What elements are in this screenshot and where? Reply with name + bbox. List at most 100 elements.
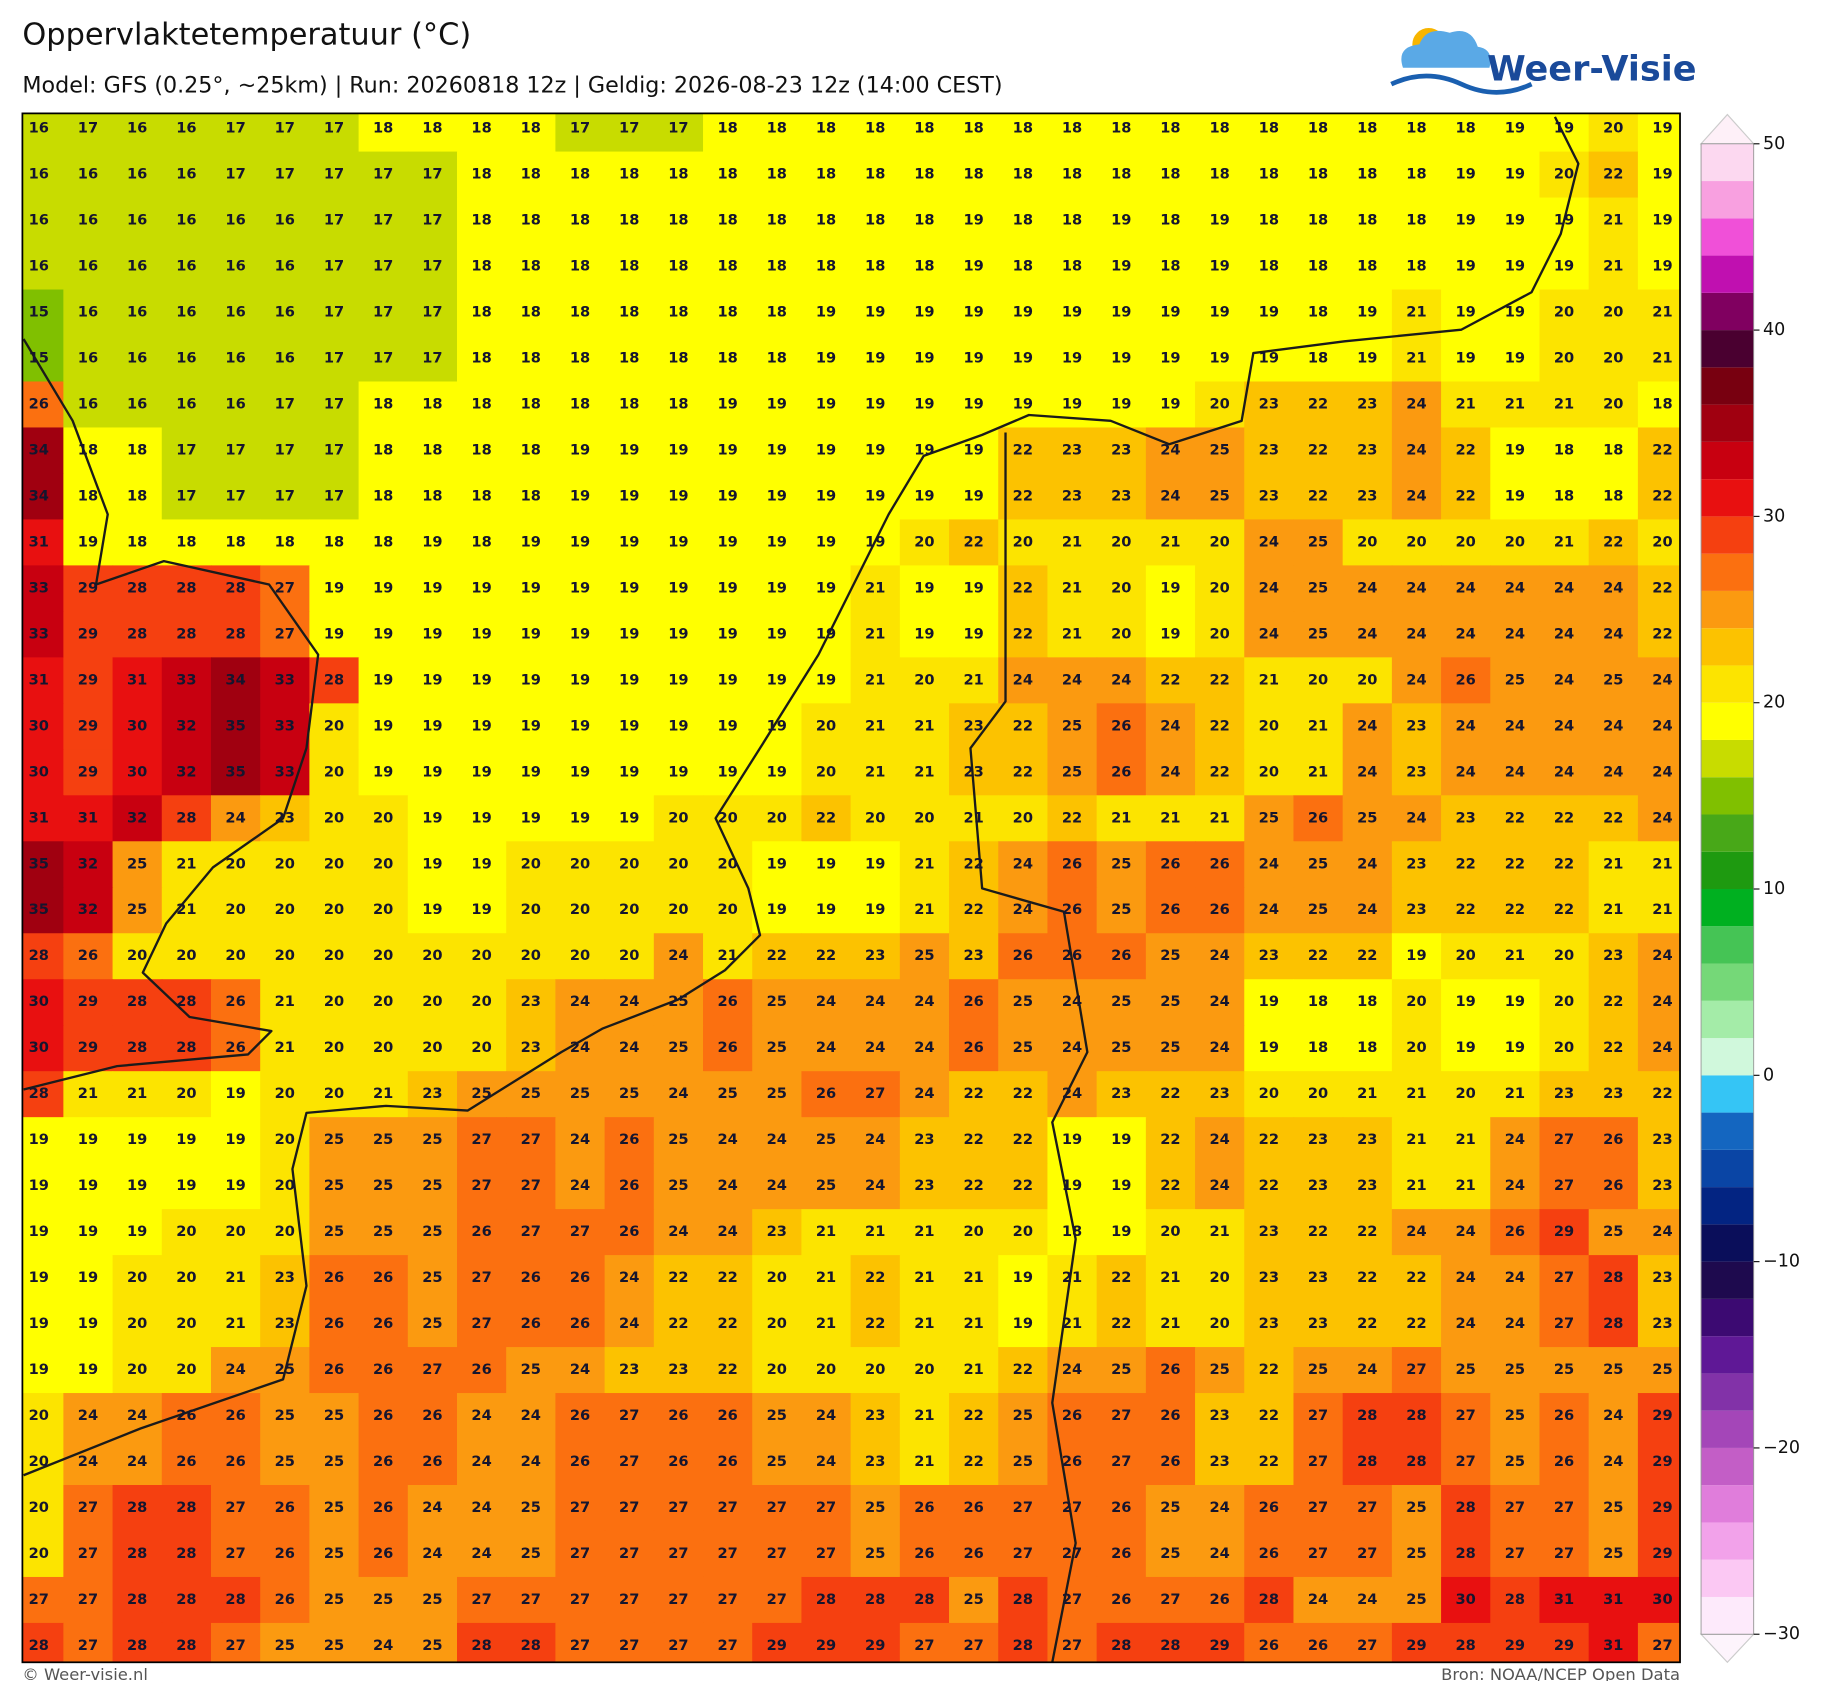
temp-label: 25 — [1308, 579, 1328, 596]
temp-cell — [1342, 1117, 1393, 1164]
temp-label: 19 — [1111, 1177, 1131, 1194]
temp-cell — [260, 979, 310, 1026]
temp-cell — [210, 243, 261, 291]
colorbar-segment — [1701, 963, 1754, 1001]
temp-cell — [1637, 1439, 1681, 1486]
temp-label: 27 — [1308, 1407, 1328, 1424]
temp-label: 19 — [471, 855, 491, 872]
temp-label: 24 — [1062, 993, 1082, 1010]
temp-cell — [1145, 289, 1196, 337]
colorbar-segment — [1701, 702, 1754, 740]
temp-cell — [1342, 1301, 1393, 1348]
temp-label: 23 — [1357, 487, 1377, 504]
temp-label: 18 — [1013, 166, 1033, 183]
temp-label: 20 — [668, 855, 688, 872]
temp-label: 19 — [521, 533, 541, 550]
temp-cell — [801, 1255, 852, 1302]
temp-label: 24 — [717, 1223, 737, 1240]
temp-label: 27 — [717, 1545, 737, 1562]
temp-label: 19 — [1111, 349, 1131, 366]
temp-label: 22 — [963, 1131, 983, 1148]
temp-label: 28 — [1406, 1453, 1426, 1470]
temp-cell — [899, 1301, 950, 1348]
temp-cell — [653, 1439, 704, 1486]
temp-cell — [161, 1025, 212, 1072]
temp-label: 19 — [1013, 395, 1033, 412]
temp-label: 26 — [1111, 717, 1131, 734]
temp-label: 22 — [1013, 1085, 1033, 1102]
temp-cell — [260, 427, 310, 475]
temp-cell — [1637, 473, 1681, 521]
temp-label: 25 — [1013, 1039, 1033, 1056]
temp-label: 20 — [1209, 1315, 1229, 1332]
temp-label: 22 — [963, 1453, 983, 1470]
temp-label: 27 — [1505, 1499, 1525, 1516]
temp-label: 18 — [521, 166, 541, 183]
temperature-labels: 16 17 16 16 17 17 17 18 18 18 18 17 17 17 18 18 18 18 18 18… — [29, 120, 1673, 1654]
temp-label: 23 — [1062, 487, 1082, 504]
temp-label: 18 — [619, 349, 639, 366]
temp-cell — [1047, 1071, 1098, 1118]
temp-cell — [112, 427, 163, 475]
temp-cell — [752, 151, 803, 199]
temp-label: 16 — [225, 304, 245, 321]
temp-cell — [604, 1209, 655, 1256]
temp-label: 25 — [767, 1085, 787, 1102]
temp-cell — [1096, 289, 1147, 337]
temp-cell — [801, 749, 852, 796]
temp-label: 29 — [78, 625, 98, 642]
temp-cell — [703, 197, 753, 245]
temp-cell — [260, 151, 310, 199]
temp-label: 17 — [324, 349, 344, 366]
temp-label: 23 — [1652, 1315, 1672, 1332]
temp-label: 25 — [324, 1545, 344, 1562]
colorbar-segment — [1701, 1075, 1754, 1113]
temp-label: 27 — [570, 1499, 590, 1516]
temp-label: 25 — [422, 1131, 442, 1148]
temp-cell — [998, 1347, 1049, 1394]
temp-label: 17 — [619, 120, 639, 137]
temp-cell — [63, 427, 114, 475]
temp-cell — [949, 841, 999, 888]
colorbar-segment — [1701, 143, 1754, 182]
temp-label: 21 — [1603, 855, 1623, 872]
temp-label: 20 — [1357, 671, 1377, 688]
temp-cell — [456, 749, 507, 796]
temp-label: 24 — [1259, 855, 1279, 872]
temp-label: 20 — [324, 901, 344, 918]
temp-label: 25 — [816, 1177, 836, 1194]
temp-cell — [949, 335, 999, 383]
temp-cell — [1293, 1163, 1344, 1210]
temp-cell — [407, 703, 458, 750]
temp-cell — [407, 749, 458, 796]
temp-label: 24 — [570, 1177, 590, 1194]
temp-cell — [752, 565, 803, 612]
temp-cell — [358, 703, 409, 750]
temp-cell — [112, 1071, 163, 1118]
temp-label: 18 — [865, 212, 885, 229]
temp-cell — [1637, 979, 1681, 1026]
temp-label: 19 — [619, 625, 639, 642]
temp-label: 18 — [767, 304, 787, 321]
temp-cell — [752, 1255, 803, 1302]
temp-cell — [1441, 519, 1491, 566]
temp-label: 19 — [914, 487, 934, 504]
temp-label: 19 — [570, 809, 590, 826]
temp-label: 23 — [1357, 1131, 1377, 1148]
temp-cell — [22, 1209, 64, 1256]
temp-label: 20 — [176, 1315, 196, 1332]
temp-cell — [1145, 1347, 1196, 1394]
temp-label: 18 — [373, 533, 393, 550]
temp-label: 24 — [1357, 855, 1377, 872]
temp-label: 19 — [914, 441, 934, 458]
temp-cell — [1391, 1439, 1442, 1486]
temp-cell — [63, 1301, 114, 1348]
temp-label: 24 — [717, 1131, 737, 1148]
temp-cell — [1637, 1117, 1681, 1164]
temp-label: 25 — [767, 1453, 787, 1470]
temp-label: 19 — [570, 579, 590, 596]
temp-label: 22 — [1308, 487, 1328, 504]
temp-cell — [1342, 657, 1393, 704]
temp-cell — [1047, 795, 1098, 842]
temp-cell — [1539, 1530, 1590, 1578]
